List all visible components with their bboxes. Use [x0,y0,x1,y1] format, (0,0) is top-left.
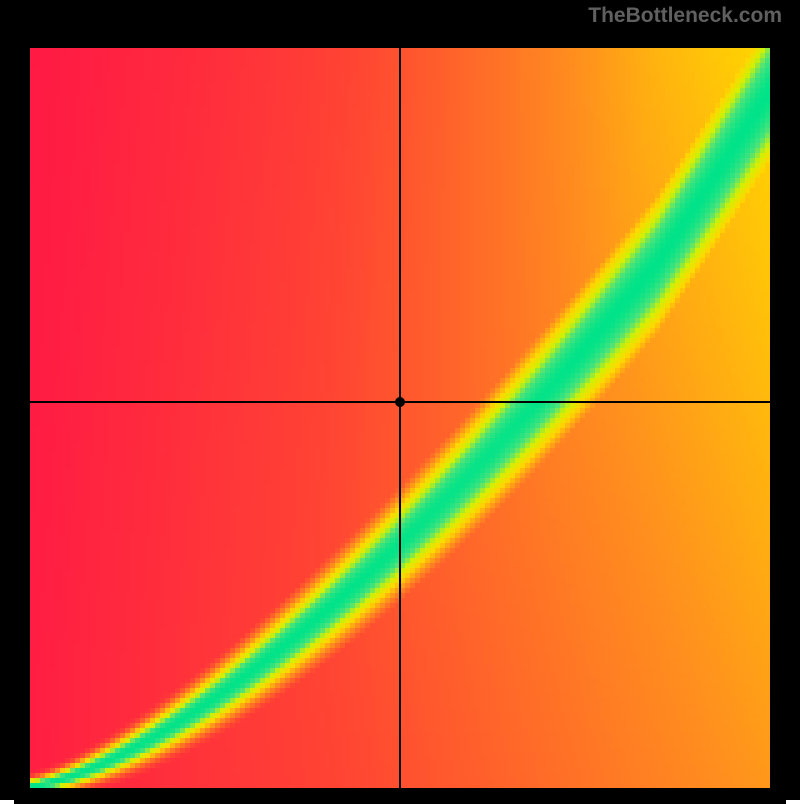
crosshair-marker [395,397,405,407]
watermark-text: TheBottleneck.com [588,4,782,28]
heatmap-plot [30,48,770,788]
crosshair-vertical [399,48,401,788]
chart-container: TheBottleneck.com [0,0,800,800]
